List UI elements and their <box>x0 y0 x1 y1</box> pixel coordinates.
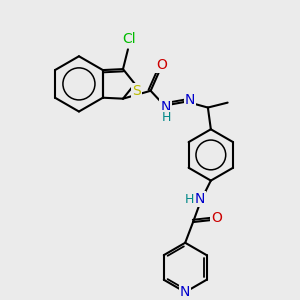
Text: S: S <box>132 84 141 98</box>
Text: N: N <box>195 192 205 206</box>
Text: H: H <box>184 193 194 206</box>
Text: O: O <box>156 58 167 72</box>
Text: N: N <box>160 100 171 114</box>
Text: N: N <box>180 285 190 299</box>
Text: N: N <box>185 93 195 107</box>
Text: H: H <box>162 111 171 124</box>
Text: Cl: Cl <box>122 32 136 46</box>
Text: O: O <box>211 211 222 225</box>
